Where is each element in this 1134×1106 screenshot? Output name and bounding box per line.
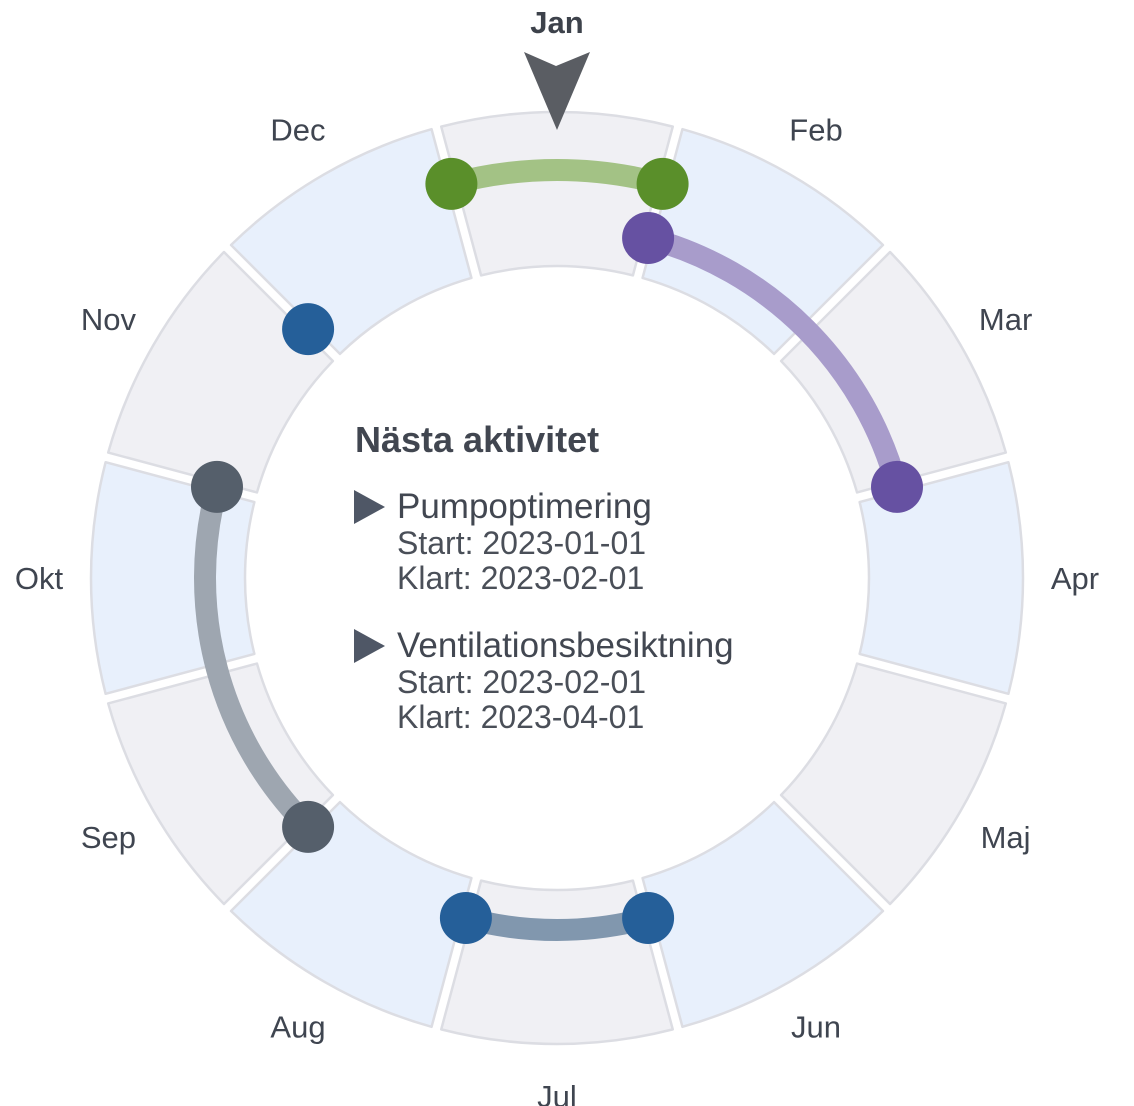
month-segment-apr[interactable]	[858, 460, 1025, 696]
activity-start-dot[interactable]	[622, 892, 675, 945]
activity-end-date: Klart: 2023-02-01	[397, 560, 644, 596]
play-icon	[354, 490, 385, 524]
activity-start-dot[interactable]	[622, 211, 675, 264]
play-icon	[354, 629, 385, 663]
activity-item: Ventilationsbesiktning Start: 2023-02-01…	[354, 626, 734, 735]
month-label-jan: Jan	[530, 5, 583, 40]
activity-arc-line	[454, 907, 660, 941]
activity-start-dot[interactable]	[282, 800, 335, 853]
month-segment-aug[interactable]	[229, 800, 473, 1029]
month-label-mar: Mar	[979, 302, 1032, 337]
month-segment-sep[interactable]	[106, 662, 335, 906]
month-label-dec: Dec	[270, 112, 325, 147]
month-segment-jun[interactable]	[641, 800, 885, 1029]
activity-end-dot[interactable]	[636, 157, 689, 210]
current-month-pointer	[524, 52, 590, 130]
month-label-aug: Aug	[270, 1010, 325, 1045]
activity-end-dot[interactable]	[871, 460, 924, 513]
next-activity-panel: Nästa aktivitet Pumpoptimering Start: 20…	[354, 419, 734, 735]
month-label-nov: Nov	[81, 302, 137, 337]
activity-start-date: Start: 2023-01-01	[397, 525, 646, 561]
month-label-feb: Feb	[789, 112, 842, 147]
month-label-jun: Jun	[791, 1010, 841, 1045]
activity-start-dot[interactable]	[425, 157, 478, 210]
activity-name: Ventilationsbesiktning	[397, 626, 734, 665]
activity-start-date: Start: 2023-02-01	[397, 664, 646, 700]
next-activity-title: Nästa aktivitet	[355, 419, 599, 460]
activity-arc-line	[637, 226, 909, 498]
month-segment-jan[interactable]	[439, 110, 675, 277]
month-label-maj: Maj	[981, 820, 1031, 855]
month-segment-mar[interactable]	[779, 250, 1008, 494]
month-label-okt: Okt	[15, 561, 64, 596]
month-segment-nov[interactable]	[106, 250, 335, 494]
activity-end-dot[interactable]	[439, 892, 492, 945]
month-segment-feb[interactable]	[641, 127, 885, 356]
month-segment-maj[interactable]	[779, 662, 1008, 906]
activity-name: Pumpoptimering	[397, 487, 652, 526]
month-label-sep: Sep	[81, 820, 136, 855]
activity-arcs	[190, 157, 924, 945]
month-label-apr: Apr	[1051, 561, 1099, 596]
activity-item: Pumpoptimering Start: 2023-01-01 Klart: …	[354, 487, 652, 596]
month-labels: Jan Feb Mar Apr Maj Jun Jul Aug Sep Okt Nov Dec	[15, 5, 1099, 1106]
month-segment-dec[interactable]	[229, 127, 473, 356]
activity-arc-line	[194, 475, 320, 838]
month-label-jul: Jul	[537, 1079, 577, 1106]
activity-end-date: Klart: 2023-04-01	[397, 699, 644, 735]
activity-end-dot[interactable]	[190, 460, 243, 513]
activity-start-dot[interactable]	[282, 303, 335, 356]
